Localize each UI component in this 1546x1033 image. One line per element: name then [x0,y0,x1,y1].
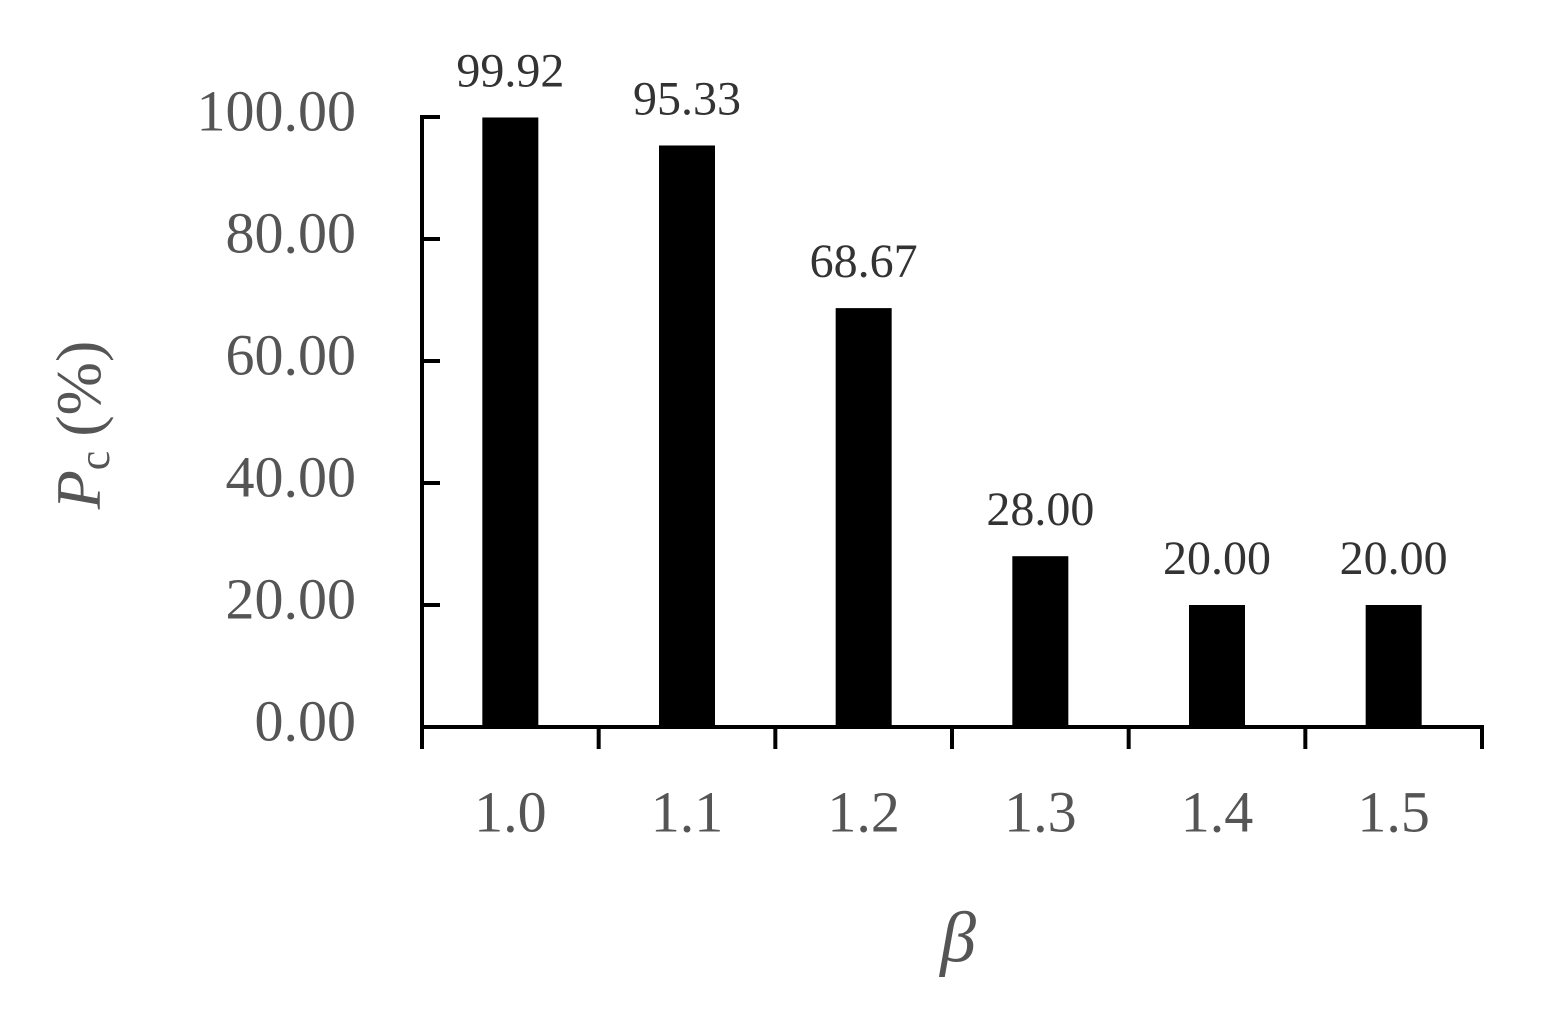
bar [1365,605,1422,727]
value-label: 20.00 [1340,532,1448,585]
bar [1012,556,1069,727]
y-label-symbol: P [43,470,114,510]
value-label: 95.33 [633,73,741,126]
x-tick-label: 1.5 [1357,779,1430,844]
y-tick-label: 40.00 [226,444,357,509]
x-tick-label: 1.4 [1181,779,1254,844]
y-tick-label: 80.00 [226,200,357,265]
y-tick-label: 100.00 [197,78,357,143]
y-label-subscript: c [70,451,119,471]
y-tick-label: 20.00 [226,566,357,631]
x-tick-label: 1.1 [651,779,724,844]
y-axis-label: Pc (%) [43,341,119,511]
bar [482,117,539,728]
x-tick-label: 1.3 [1004,779,1077,844]
value-label: 28.00 [986,483,1094,536]
x-tick-label: 1.2 [827,779,900,844]
y-tick-label: 60.00 [226,322,357,387]
x-axis-label: β [938,898,976,978]
bar [659,145,715,727]
x-tick-label: 1.0 [474,779,547,844]
bar [1189,605,1245,727]
value-label: 68.67 [810,235,918,288]
y-label-unit: (%) [43,341,114,437]
value-label: 99.92 [456,45,564,98]
y-tick-label: 0.00 [255,688,357,753]
value-label: 20.00 [1163,532,1271,585]
bar [835,308,892,727]
